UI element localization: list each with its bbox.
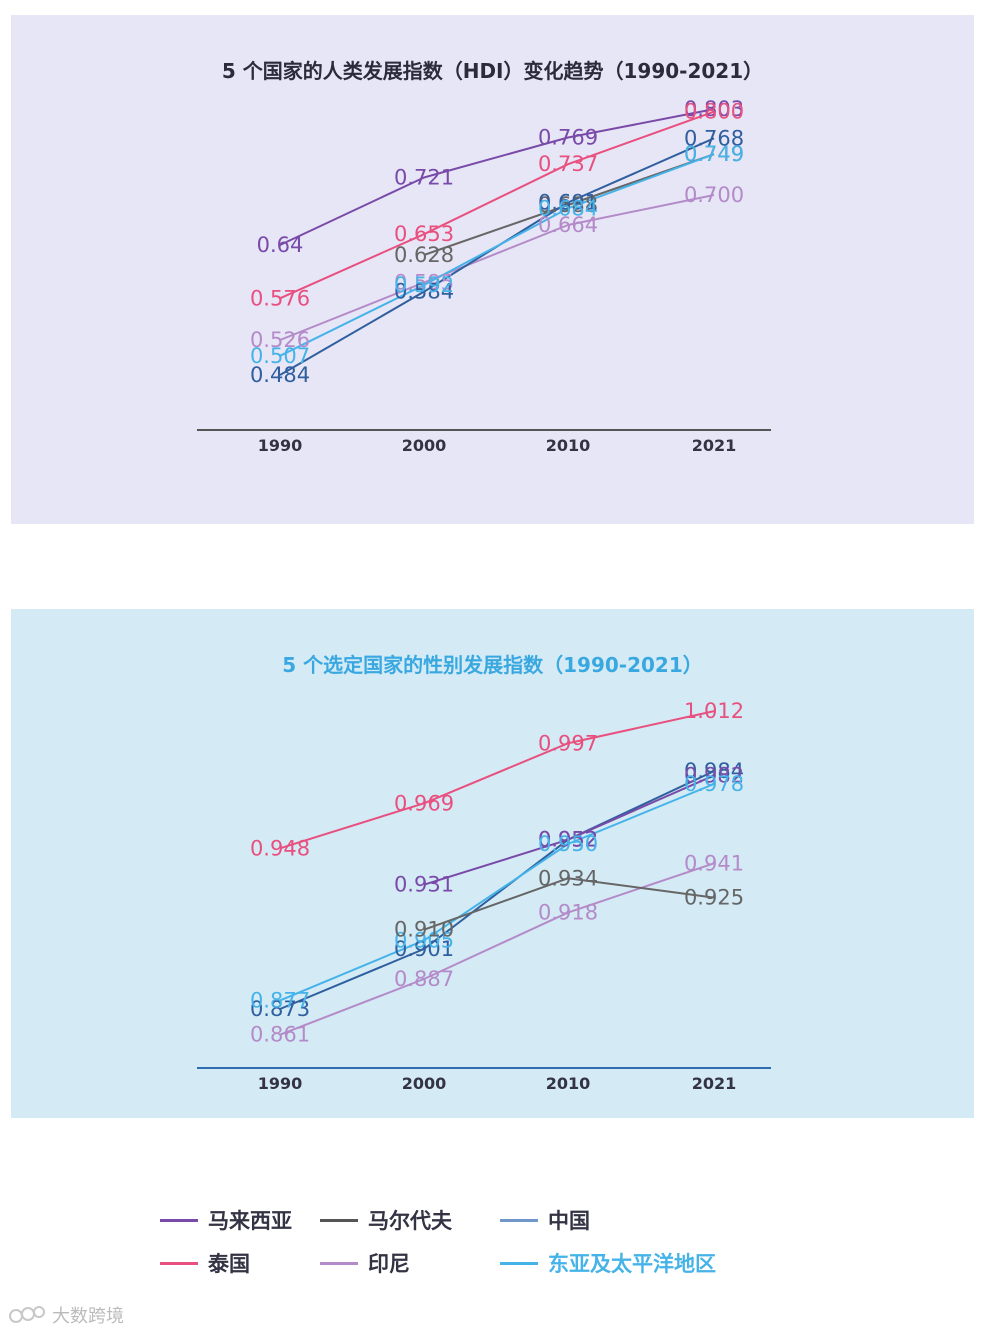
data-label-thailand: 0.948 [250,836,310,860]
gdi-chart-title: 5 个选定国家的性别发展指数（1990-2021） [282,653,703,677]
data-label-east-asia-pacific: 0.950 [538,832,598,856]
x-tick-label: 1990 [258,1074,303,1093]
watermark: 大数跨境 [8,1302,124,1328]
legend-label-indonesia: 印尼 [368,1252,410,1276]
data-label-china: 0.691 [538,191,598,215]
legend-item-china: 中国 [500,1200,590,1240]
hdi-line-chart: 1990 2000 2010 2021 0.64 0.721 0.769 0.803 0.576… [197,97,771,455]
data-label-malaysia: 0.952 [538,828,598,852]
series-line-indonesia [279,194,715,341]
legend-swatch-thailand [160,1261,198,1265]
data-label-indonesia: 0.861 [250,1023,310,1047]
data-label-east-asia-pacific: 0.684 [538,196,598,220]
legend-label-china: 中国 [548,1209,590,1233]
legend-label-maldives: 马尔代夫 [368,1209,452,1233]
x-tick-label: 2021 [692,436,737,455]
data-label-east-asia-pacific: 0.978 [684,772,744,796]
data-label-thailand: 0.800 [684,100,744,124]
chart-legend: 马来西亚 马尔代夫 中国 泰国 印尼 东亚及太平洋地区 [160,1200,800,1290]
data-label-thailand: 0.969 [394,791,454,815]
data-label-indonesia: 0.595 [394,271,454,295]
data-label-china: 0.484 [250,363,310,387]
legend-swatch-malaysia [160,1218,198,1222]
data-label-china: 0.901 [394,937,454,961]
legend-label-malaysia: 马来西亚 [208,1209,292,1233]
data-label-maldives: 0.925 [684,886,744,910]
legend-item-malaysia: 马来西亚 [160,1200,292,1240]
legend-label-east-asia-pacific: 东亚及太平洋地区 [548,1252,716,1276]
data-label-thailand: 0.576 [250,286,310,310]
data-label-maldives: 0.934 [538,866,598,890]
legend-item-thailand: 泰国 [160,1243,250,1283]
x-tick-label: 2010 [546,436,591,455]
series-line-maldives [423,153,715,256]
data-label-thailand: 0.737 [538,152,598,176]
data-label-indonesia: 0.526 [250,328,310,352]
data-label-maldives: 0.628 [394,243,454,267]
series-line-malaysia [279,108,715,246]
data-label-east-asia-pacific: 0.749 [684,142,744,166]
legend-item-maldives: 马尔代夫 [320,1200,452,1240]
legend-swatch-east-asia-pacific [500,1261,538,1265]
x-tick-label: 2000 [402,436,447,455]
data-label-indonesia: 0.941 [684,851,744,875]
series-line-china [279,770,715,1010]
data-label-china: 0.873 [250,997,310,1021]
series-line-thailand [279,710,715,850]
series-line-china [279,137,715,376]
data-label-thailand: 1.012 [684,699,744,723]
legend-label-thailand: 泰国 [208,1252,250,1276]
series-line-maldives [423,877,715,931]
data-label-indonesia: 0.918 [538,901,598,925]
data-label-thailand: 0.997 [538,731,598,755]
legend-swatch-indonesia [320,1261,358,1265]
data-label-china: 0.952 [538,828,598,852]
series-line-malaysia [423,774,715,886]
x-tick-label: 1990 [258,436,303,455]
series-line-east-asia-pacific [279,153,715,357]
hdi-chart-panel: 5 个国家的人类发展指数（HDI）变化趋势（1990-2021） 1990 200… [11,15,974,524]
x-tick-label: 2010 [546,1074,591,1093]
legend-swatch-maldives [320,1218,358,1222]
data-label-malaysia: 0.931 [394,873,454,897]
data-label-east-asia-pacific: 0.877 [250,988,310,1012]
series-line-thailand [279,110,715,300]
x-tick-label: 2000 [402,1074,447,1093]
data-label-malaysia: 0.721 [394,166,454,190]
data-label-east-asia-pacific: 0.507 [250,344,310,368]
legend-item-indonesia: 印尼 [320,1243,410,1283]
gdi-line-chart: 1990 2000 2010 2021 0.948 0.969 0.997 1.012 0.87… [197,699,771,1093]
data-label-malaysia: 0.982 [684,763,744,787]
data-label-maldives: 0.910 [394,918,454,942]
data-label-east-asia-pacific: 0.905 [394,928,454,952]
data-label-indonesia: 0.887 [394,967,454,991]
data-label-east-asia-pacific: 0.592 [394,273,454,297]
hdi-chart-title: 5 个国家的人类发展指数（HDI）变化趋势（1990-2021） [221,59,764,83]
data-label-thailand: 0.653 [394,222,454,246]
data-label-indonesia: 0.664 [538,213,598,237]
data-label-china: 0.984 [684,759,744,783]
data-label-malaysia: 0.803 [684,97,744,121]
data-label-china: 0.768 [684,126,744,150]
data-label-malaysia: 0.64 [257,233,304,257]
data-label-malaysia: 0.769 [538,126,598,150]
data-label-indonesia: 0.700 [684,183,744,207]
watermark-text: 大数跨境 [52,1306,124,1327]
watermark-logo-icon [9,1306,45,1323]
series-line-east-asia-pacific [279,783,715,1002]
x-tick-label: 2021 [692,1074,737,1093]
legend-item-east-asia-pacific: 东亚及太平洋地区 [500,1243,716,1283]
data-label-maldives: 0.749 [684,142,744,166]
data-label-maldives: 0.688 [538,193,598,217]
legend-swatch-china [500,1218,538,1222]
data-label-china: 0.584 [394,280,454,304]
gdi-chart-panel: 5 个选定国家的性别发展指数（1990-2021） 1990 2000 2010 20… [11,609,974,1118]
